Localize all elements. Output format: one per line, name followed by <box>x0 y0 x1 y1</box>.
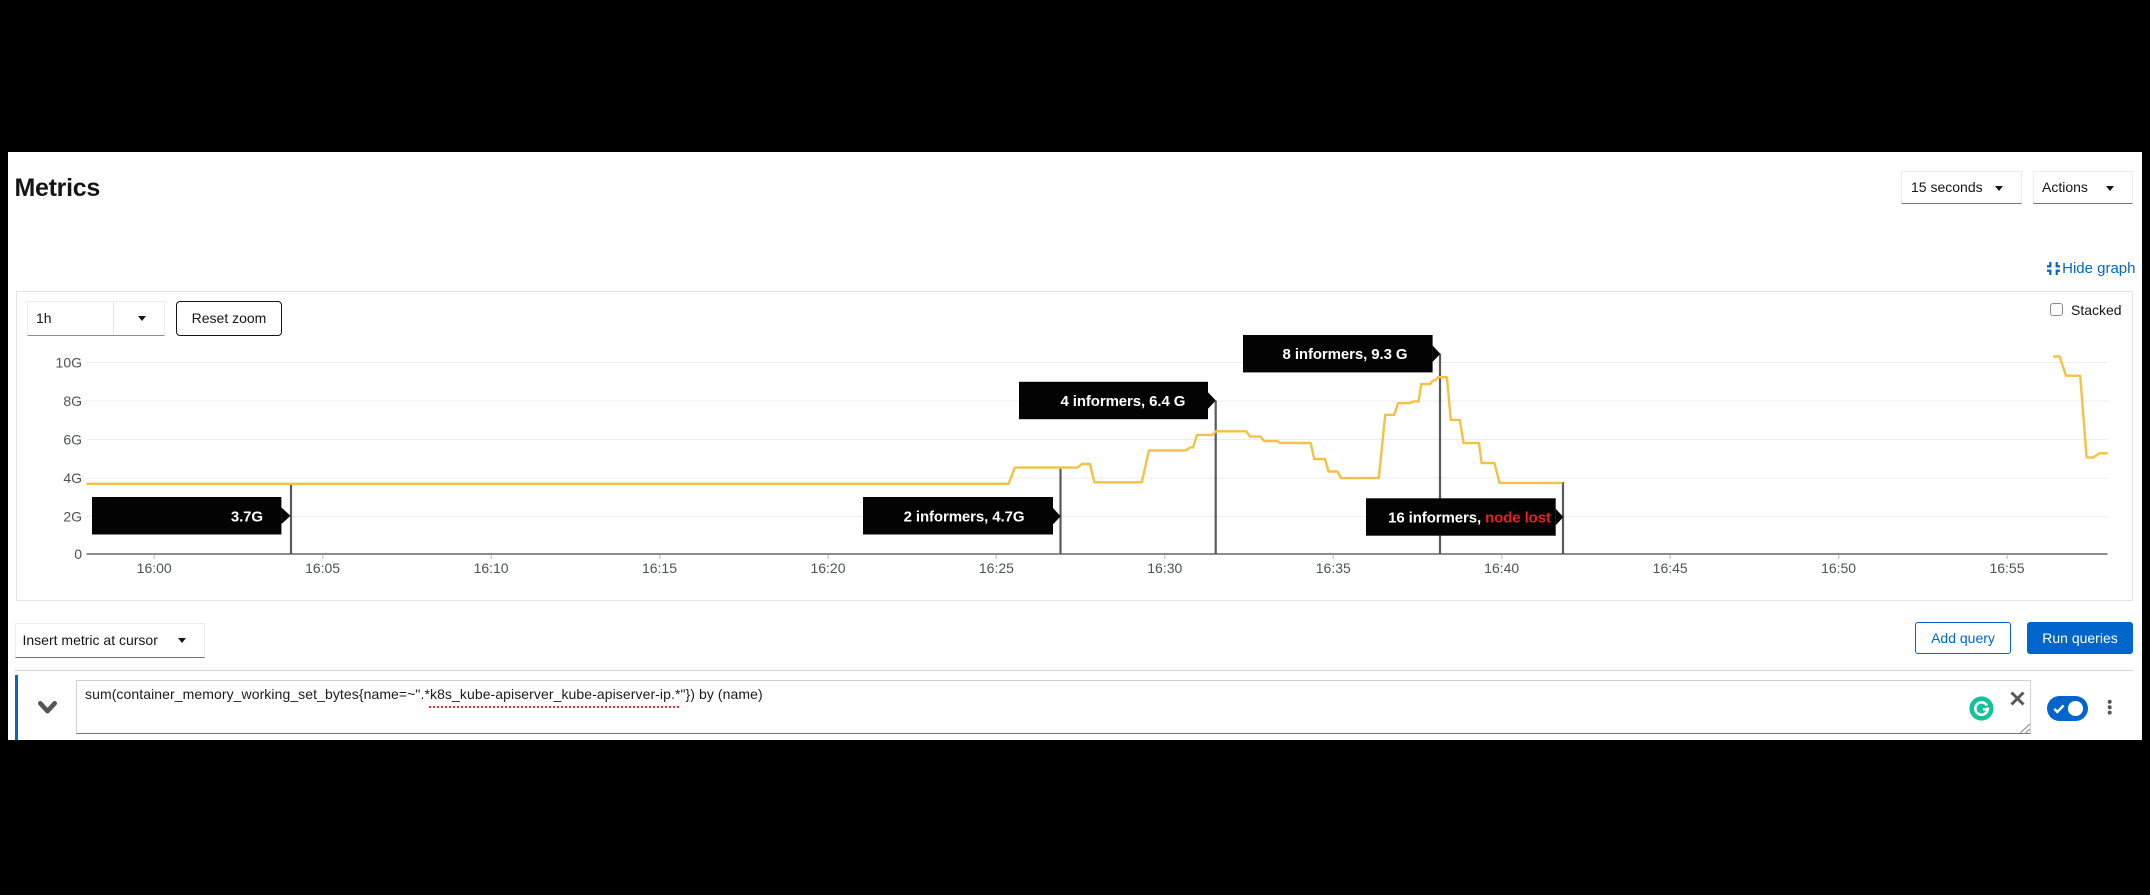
svg-text:3.7G: 3.7G <box>231 508 263 525</box>
svg-text:8G: 8G <box>63 393 82 409</box>
svg-text:2G: 2G <box>63 509 82 525</box>
svg-text:10G: 10G <box>56 355 82 371</box>
svg-text:16:20: 16:20 <box>810 560 845 576</box>
svg-text:0: 0 <box>74 546 82 562</box>
svg-text:16:30: 16:30 <box>1147 560 1182 576</box>
svg-text:16:50: 16:50 <box>1821 560 1856 576</box>
svg-text:16:05: 16:05 <box>305 560 340 576</box>
svg-text:8 informers, 9.3 G: 8 informers, 9.3 G <box>1283 346 1408 363</box>
svg-text:16:40: 16:40 <box>1484 560 1519 576</box>
svg-text:16:35: 16:35 <box>1316 560 1351 576</box>
svg-text:16:10: 16:10 <box>474 560 509 576</box>
svg-text:4G: 4G <box>63 470 82 486</box>
svg-text:4 informers, 6.4 G: 4 informers, 6.4 G <box>1060 393 1185 410</box>
svg-text:16 informers, node lost: 16 informers, node lost <box>1388 510 1551 527</box>
svg-text:16:00: 16:00 <box>137 560 172 576</box>
svg-text:2 informers, 4.7G: 2 informers, 4.7G <box>904 509 1025 526</box>
svg-text:16:55: 16:55 <box>1989 560 2024 576</box>
svg-text:16:15: 16:15 <box>642 560 677 576</box>
svg-text:6G: 6G <box>63 432 82 448</box>
svg-text:16:25: 16:25 <box>979 560 1014 576</box>
svg-text:16:45: 16:45 <box>1653 560 1688 576</box>
